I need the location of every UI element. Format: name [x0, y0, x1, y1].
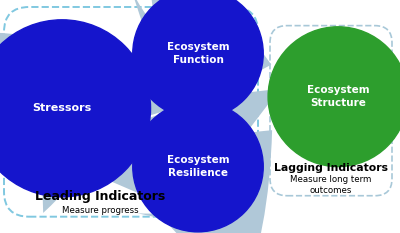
- Circle shape: [0, 20, 150, 197]
- Circle shape: [133, 101, 263, 232]
- Text: Measure long term
outcomes: Measure long term outcomes: [290, 175, 372, 195]
- Text: Lagging Indicators: Lagging Indicators: [274, 163, 388, 173]
- FancyBboxPatch shape: [4, 7, 258, 217]
- Text: Leading Indicators: Leading Indicators: [35, 190, 166, 203]
- Text: Ecosystem
Structure: Ecosystem Structure: [307, 86, 369, 108]
- Text: Ecosystem
Resilience: Ecosystem Resilience: [167, 155, 229, 178]
- Circle shape: [133, 0, 263, 119]
- Text: Measure progress: Measure progress: [62, 206, 139, 215]
- Text: Ecosystem
Function: Ecosystem Function: [167, 42, 229, 65]
- Circle shape: [268, 27, 400, 167]
- FancyBboxPatch shape: [270, 26, 392, 196]
- Text: Stressors: Stressors: [32, 103, 92, 113]
